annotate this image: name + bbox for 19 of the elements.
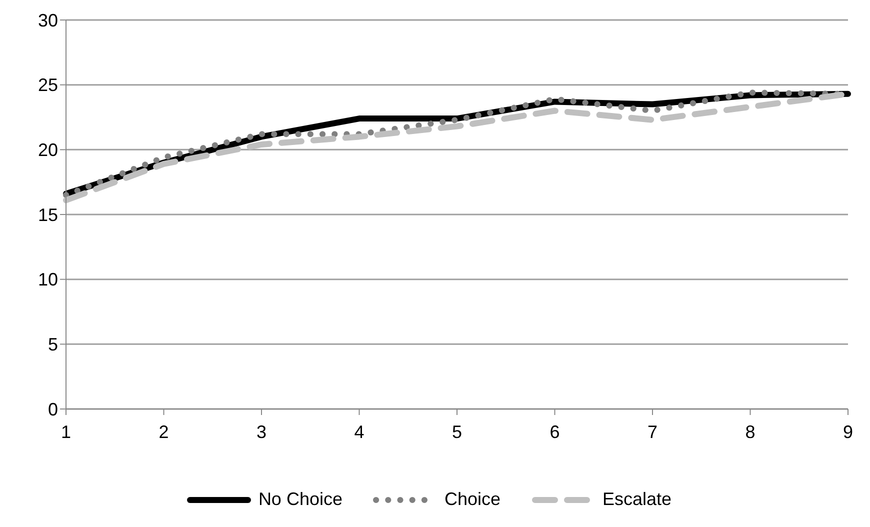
legend-label: Choice (444, 489, 501, 510)
legend-label: No Choice (258, 489, 342, 510)
x-tick-label: 1 (60, 422, 72, 442)
x-tick-label: 4 (354, 422, 364, 442)
y-tick-label: 25 (38, 75, 58, 96)
x-tick-label: 3 (256, 422, 267, 442)
y-tick-label: 5 (48, 334, 58, 355)
x-tick-label: 8 (745, 422, 756, 442)
x-tick-label: 7 (647, 422, 658, 442)
x-tick-label: 2 (158, 422, 169, 442)
y-tick-label: 10 (38, 270, 58, 290)
y-tick-label: 20 (38, 140, 58, 160)
y-tick-label: 15 (38, 204, 58, 225)
legend-label: Escalate (602, 489, 672, 510)
x-tick-label: 9 (842, 422, 854, 442)
x-tick-label: 5 (452, 422, 462, 442)
y-tick-label: 0 (48, 399, 58, 420)
x-tick-label: 6 (550, 422, 560, 442)
y-tick-label: 30 (38, 10, 58, 30)
